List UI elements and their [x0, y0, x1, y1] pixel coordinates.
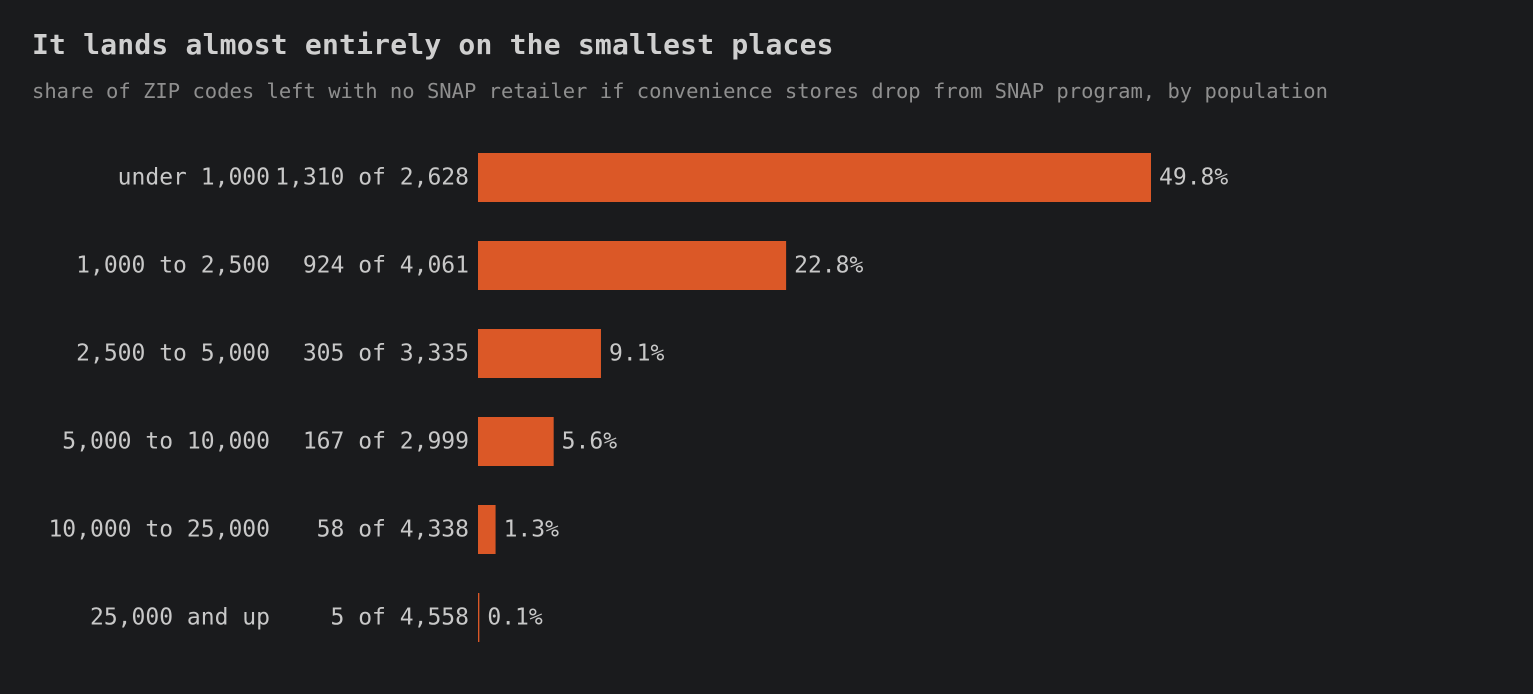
category-label: 1,000 to 2,500 [76, 253, 270, 279]
value-label: 9.1% [609, 341, 665, 367]
bar [478, 417, 554, 466]
category-label: 10,000 to 25,000 [48, 517, 270, 543]
category-label: under 1,000 [118, 165, 270, 191]
count-label: 5 of 4,558 [331, 605, 469, 631]
bar [478, 329, 601, 378]
bar [478, 153, 1151, 202]
value-label: 22.8% [794, 253, 863, 279]
chart-title: It lands almost entirely on the smallest… [32, 28, 834, 61]
category-label: 25,000 and up [90, 605, 270, 631]
category-label: 5,000 to 10,000 [62, 429, 270, 455]
bar [478, 241, 787, 290]
value-label: 1.3% [504, 517, 560, 543]
value-label: 49.8% [1159, 165, 1228, 191]
count-label: 1,310 of 2,628 [275, 165, 469, 191]
value-label: 5.6% [562, 429, 618, 455]
chart-subtitle: share of ZIP codes left with no SNAP ret… [32, 79, 1328, 103]
count-label: 167 of 2,999 [303, 429, 469, 455]
category-label: 2,500 to 5,000 [76, 341, 270, 367]
value-label: 0.1% [487, 605, 543, 631]
count-label: 58 of 4,338 [317, 517, 469, 543]
count-label: 924 of 4,061 [303, 253, 469, 279]
bar [478, 593, 480, 642]
bar [478, 505, 496, 554]
count-label: 305 of 3,335 [303, 341, 469, 367]
